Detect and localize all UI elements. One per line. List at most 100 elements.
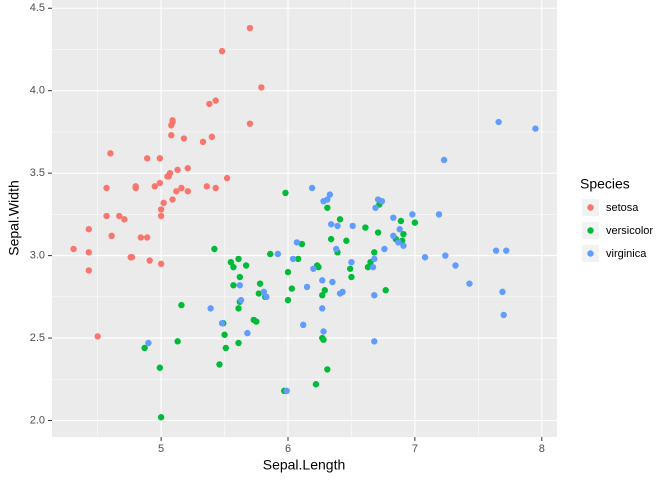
point: [70, 245, 77, 253]
point: [371, 249, 378, 256]
point: [284, 268, 292, 276]
y-tick-label: 3.0: [30, 250, 45, 262]
point: [390, 214, 397, 221]
point: [319, 277, 326, 284]
point: [300, 321, 307, 329]
point: [235, 305, 242, 312]
point: [369, 263, 377, 271]
point: [319, 305, 326, 312]
point: [258, 84, 265, 91]
legend-label: virginica: [606, 248, 647, 260]
legend-swatch: [587, 204, 594, 211]
point: [236, 282, 243, 289]
point: [400, 242, 407, 249]
point: [223, 174, 231, 182]
point: [141, 344, 148, 352]
point: [108, 232, 115, 240]
legend-swatch: [587, 250, 594, 257]
point: [157, 260, 165, 268]
point: [207, 305, 214, 312]
point: [235, 255, 242, 263]
point: [116, 212, 123, 220]
point: [128, 254, 136, 261]
point: [336, 216, 344, 223]
point: [211, 245, 218, 253]
point: [324, 196, 331, 203]
point: [409, 211, 416, 218]
point: [236, 273, 243, 281]
point: [372, 204, 379, 211]
point: [442, 252, 449, 259]
point: [85, 267, 92, 274]
point: [184, 165, 191, 172]
point: [121, 216, 128, 223]
point: [378, 197, 386, 205]
point: [212, 97, 219, 104]
point: [145, 339, 152, 347]
point: [315, 263, 322, 271]
point: [242, 262, 250, 269]
point: [157, 212, 165, 220]
point: [339, 288, 346, 296]
point: [362, 224, 369, 231]
point: [327, 221, 335, 228]
point: [371, 338, 378, 345]
point: [85, 249, 92, 256]
point: [326, 191, 334, 198]
point: [132, 184, 139, 192]
point: [334, 222, 341, 230]
point: [168, 132, 175, 139]
point: [440, 156, 448, 164]
point: [174, 166, 181, 174]
x-tick-label: 7: [412, 443, 418, 455]
point: [216, 361, 223, 368]
point: [500, 311, 507, 319]
point: [246, 24, 254, 32]
x-tick-label: 8: [539, 443, 545, 455]
point: [107, 150, 114, 157]
point: [374, 229, 382, 236]
point: [397, 217, 405, 225]
point: [495, 118, 502, 126]
y-axis-title: Sepal.Width: [6, 180, 22, 255]
point: [227, 259, 235, 266]
point: [137, 234, 145, 241]
point: [308, 184, 316, 192]
point: [320, 328, 327, 335]
point: [532, 125, 539, 132]
point: [221, 331, 228, 338]
y-tick-label: 2.5: [30, 332, 45, 344]
point: [255, 290, 263, 297]
point: [371, 255, 378, 263]
point: [371, 291, 378, 299]
point: [382, 287, 389, 294]
point: [348, 273, 355, 281]
y-tick-label: 3.5: [30, 167, 45, 179]
point: [466, 280, 473, 287]
point: [333, 245, 340, 253]
y-tick-label: 2.0: [30, 414, 45, 426]
point: [499, 288, 506, 296]
point: [263, 293, 270, 301]
point: [169, 196, 176, 203]
point: [320, 336, 327, 343]
point: [289, 255, 297, 263]
point: [267, 250, 274, 258]
point: [395, 239, 402, 246]
point: [435, 211, 443, 218]
point: [324, 366, 331, 373]
point: [94, 333, 101, 340]
point: [324, 204, 331, 211]
point: [160, 199, 167, 207]
point: [178, 184, 185, 192]
legend-title: Species: [580, 176, 630, 192]
point: [203, 183, 210, 190]
point: [156, 364, 164, 371]
point: [157, 206, 165, 213]
point: [364, 263, 372, 271]
point: [274, 250, 282, 258]
point: [343, 237, 350, 244]
point: [156, 155, 164, 162]
point: [174, 338, 181, 345]
